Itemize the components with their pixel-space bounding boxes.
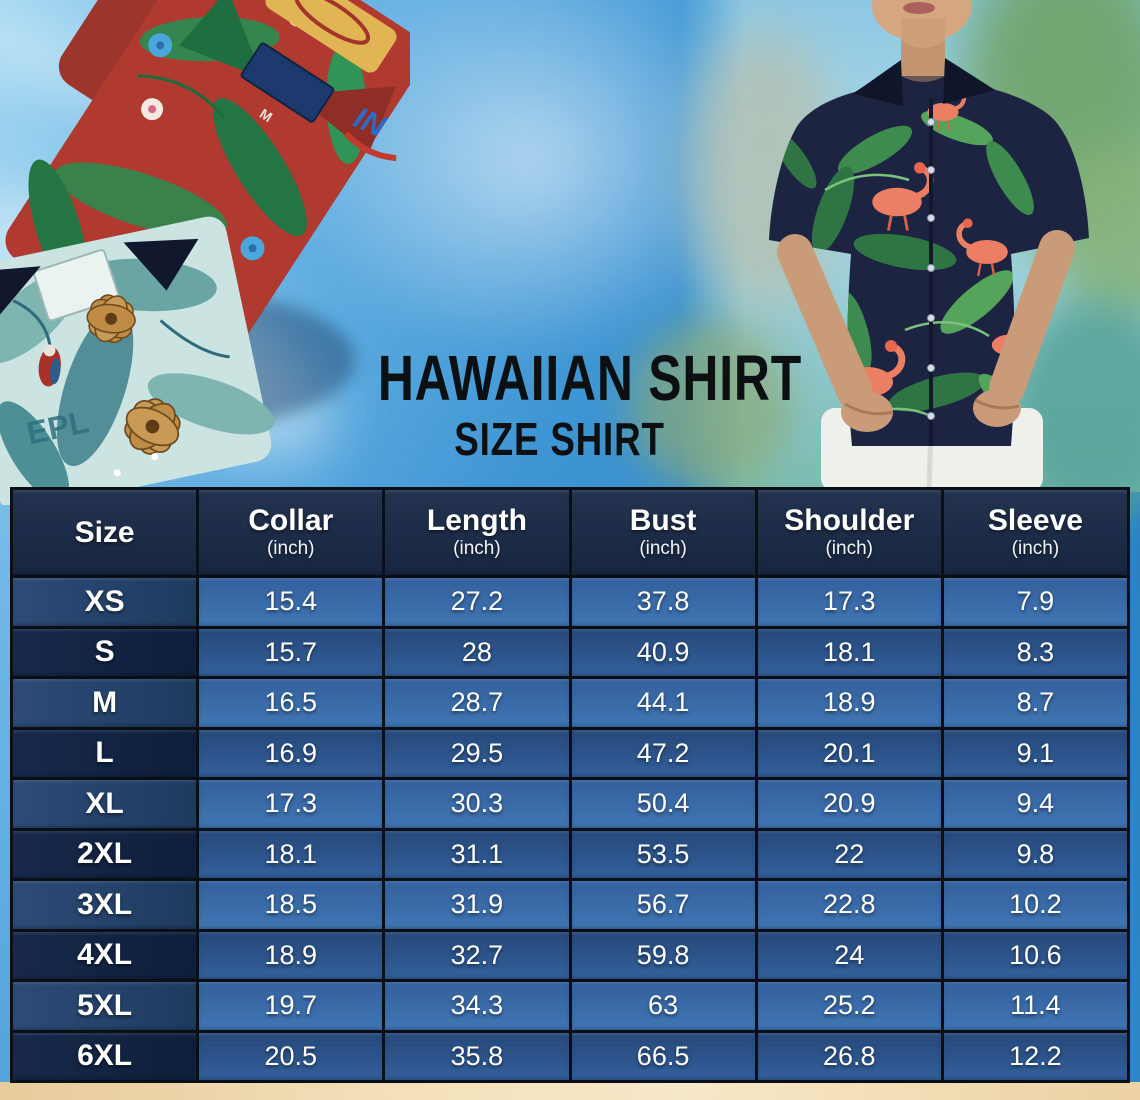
value-cell: 28.7 bbox=[385, 679, 569, 727]
value-cell: 8.3 bbox=[943, 628, 1127, 676]
value-cell: 37.8 bbox=[571, 578, 755, 626]
value-cell: 7.9 bbox=[943, 578, 1127, 626]
model-photo bbox=[769, 0, 1089, 492]
model-face bbox=[872, 0, 972, 82]
value-cell: 18.5 bbox=[199, 881, 383, 929]
value-cell: 17.3 bbox=[199, 780, 383, 828]
size-cell: 2XL bbox=[13, 830, 197, 878]
teal-hawaiian-shirt: EPL bbox=[0, 216, 275, 505]
value-cell: 20.5 bbox=[199, 1032, 383, 1080]
value-cell: 20.1 bbox=[757, 729, 941, 777]
value-cell: 35.8 bbox=[385, 1032, 569, 1080]
value-cell: 26.8 bbox=[757, 1032, 941, 1080]
value-cell: 25.2 bbox=[757, 982, 941, 1030]
value-cell: 12.2 bbox=[943, 1032, 1127, 1080]
value-cell: 56.7 bbox=[571, 881, 755, 929]
value-cell: 9.8 bbox=[943, 830, 1127, 878]
hibiscus-flower bbox=[86, 294, 181, 455]
page-title: HAWAIIAN SHIRT bbox=[377, 342, 802, 414]
size-cell: XS bbox=[13, 578, 197, 626]
value-cell: 18.9 bbox=[199, 931, 383, 979]
value-cell: 29.5 bbox=[385, 729, 569, 777]
value-cell: 16.9 bbox=[199, 729, 383, 777]
value-cell: 15.7 bbox=[199, 628, 383, 676]
value-cell: 19.7 bbox=[199, 982, 383, 1030]
column-header-shoulder: Shoulder (inch) bbox=[757, 490, 941, 575]
size-cell: 6XL bbox=[13, 1032, 197, 1080]
value-cell: 63 bbox=[571, 982, 755, 1030]
value-cell: 18.1 bbox=[757, 628, 941, 676]
sand-strip bbox=[0, 1082, 1140, 1100]
value-cell: 9.1 bbox=[943, 729, 1127, 777]
value-cell: 18.1 bbox=[199, 830, 383, 878]
value-cell: 27.2 bbox=[385, 578, 569, 626]
shirt-collar bbox=[853, 60, 903, 106]
model-arms bbox=[777, 230, 1075, 410]
folded-shirts-photo: M IN bbox=[0, 0, 410, 505]
value-cell: 9.4 bbox=[943, 780, 1127, 828]
value-cell: 10.2 bbox=[943, 881, 1127, 929]
value-cell: 53.5 bbox=[571, 830, 755, 878]
value-cell: 15.4 bbox=[199, 578, 383, 626]
size-cell: L bbox=[13, 729, 197, 777]
value-cell: 17.3 bbox=[757, 578, 941, 626]
value-cell: 16.5 bbox=[199, 679, 383, 727]
value-cell: 22.8 bbox=[757, 881, 941, 929]
size-cell: 4XL bbox=[13, 931, 197, 979]
size-cell: 5XL bbox=[13, 982, 197, 1030]
value-cell: 59.8 bbox=[571, 931, 755, 979]
column-header-bust: Bust (inch) bbox=[571, 490, 755, 575]
value-cell: 18.9 bbox=[757, 679, 941, 727]
value-cell: 30.3 bbox=[385, 780, 569, 828]
value-cell: 22 bbox=[757, 830, 941, 878]
value-cell: 50.4 bbox=[571, 780, 755, 828]
size-chart-table: Size Collar (inch) Length (inch) Bust (inch) Sh… bbox=[10, 487, 1130, 1083]
size-cell: M bbox=[13, 679, 197, 727]
value-cell: 20.9 bbox=[757, 780, 941, 828]
value-cell: 66.5 bbox=[571, 1032, 755, 1080]
value-cell: 40.9 bbox=[571, 628, 755, 676]
value-cell: 31.9 bbox=[385, 881, 569, 929]
shirt-collar bbox=[943, 58, 995, 104]
column-header-length: Length (inch) bbox=[385, 490, 569, 575]
size-cell: 3XL bbox=[13, 881, 197, 929]
value-cell: 44.1 bbox=[571, 679, 755, 727]
lips bbox=[903, 2, 935, 14]
page-subtitle: SIZE SHIRT bbox=[454, 413, 666, 465]
size-cell: XL bbox=[13, 780, 197, 828]
value-cell: 31.1 bbox=[385, 830, 569, 878]
value-cell: 34.3 bbox=[385, 982, 569, 1030]
value-cell: 24 bbox=[757, 931, 941, 979]
value-cell: 8.7 bbox=[943, 679, 1127, 727]
column-header-size: Size bbox=[13, 490, 197, 575]
value-cell: 28 bbox=[385, 628, 569, 676]
palm-blur bbox=[630, 320, 790, 490]
column-header-sleeve: Sleeve (inch) bbox=[943, 490, 1127, 575]
title-block: HAWAIIAN SHIRT SIZE SHIRT bbox=[318, 346, 802, 462]
value-cell: 11.4 bbox=[943, 982, 1127, 1030]
value-cell: 32.7 bbox=[385, 931, 569, 979]
size-cell: S bbox=[13, 628, 197, 676]
column-header-collar: Collar (inch) bbox=[199, 490, 383, 575]
value-cell: 47.2 bbox=[571, 729, 755, 777]
value-cell: 10.6 bbox=[943, 931, 1127, 979]
